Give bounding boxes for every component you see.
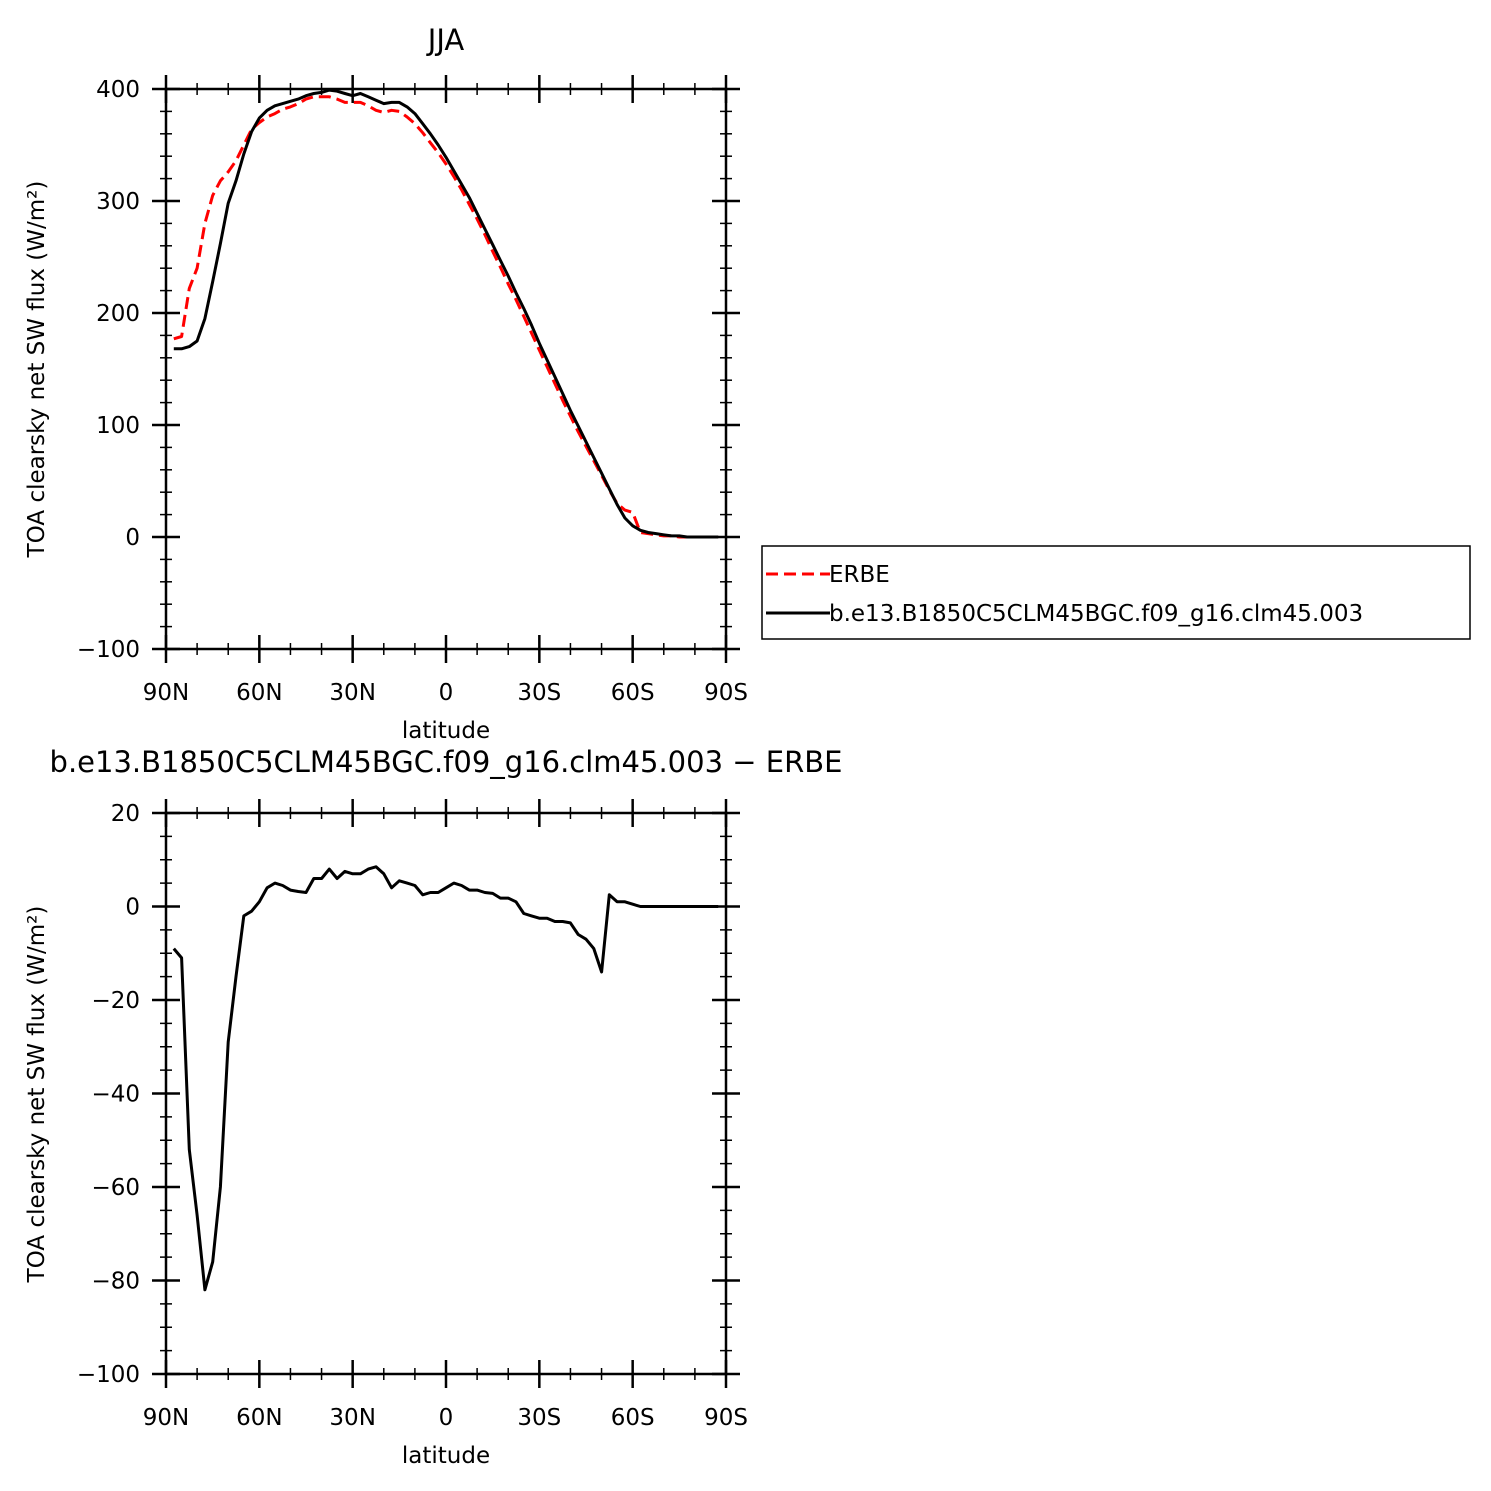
bottom-x-tick-label: 90S	[704, 1405, 748, 1431]
bottom-plot-frame	[164, 811, 728, 1376]
bottom-y-tick-label: −60	[91, 1175, 140, 1201]
bottom-x-tick-label: 30N	[329, 1405, 375, 1431]
bottom-y-tick-label: 0	[125, 895, 140, 921]
top-y-tick-label: −100	[77, 637, 140, 663]
top-axes: −100 0 100 200 300 400 90N 60N 30N 0 30S 60S 90S	[77, 75, 748, 706]
bottom-y-tick-label: −40	[91, 1082, 140, 1108]
bottom-x-tick-label: 90N	[143, 1405, 189, 1431]
top-x-tick-label: 30N	[329, 680, 375, 706]
legend-label-erbe: ERBE	[829, 562, 890, 588]
bottom-panel: b.e13.B1850C5CLM45BGC.f09_g16.clm45.003 …	[24, 745, 842, 1469]
bottom-x-axis-label: latitude	[402, 1443, 490, 1469]
top-series-line-2	[173, 88, 719, 539]
top-y-tick-label: 0	[125, 525, 140, 551]
top-x-tick-label: 30S	[517, 680, 561, 706]
top-x-tick-label: 0	[439, 680, 454, 706]
top-x-tick-label: 90S	[704, 680, 748, 706]
bottom-x-tick-label: 30S	[517, 1405, 561, 1431]
bottom-x-tick-label: 60S	[611, 1405, 655, 1431]
bottom-y-tick-label: −20	[91, 988, 140, 1014]
top-x-tick-label: 90N	[143, 680, 189, 706]
legend: ERBE b.e13.B1850C5CLM45BGC.f09_g16.clm45…	[761, 545, 1471, 640]
top-x-axis-label: latitude	[402, 718, 490, 744]
bottom-series-lines	[172, 865, 719, 1292]
top-y-tick-label: 200	[96, 301, 140, 327]
legend-label-model: b.e13.B1850C5CLM45BGC.f09_g16.clm45.003	[829, 601, 1363, 627]
top-plot-frame	[164, 87, 728, 651]
top-panel: JJA −100 0 100 200 300 400 90N 60N 30N 0 30S 60S 90S…	[24, 23, 748, 744]
bottom-chart-title: b.e13.B1850C5CLM45BGC.f09_g16.clm45.003 …	[50, 745, 843, 779]
bottom-y-tick-label: −100	[77, 1362, 140, 1388]
top-y-tick-label: 300	[96, 189, 140, 215]
top-x-tick-label: 60N	[236, 680, 282, 706]
bottom-y-axis-label: TOA clearsky net SW flux (W/m²)	[24, 906, 50, 1284]
top-y-tick-label: 400	[96, 77, 140, 103]
bottom-axes: −100 −80 −60 −40 −20 0 20 90N 60N 30N 0 30S 60S 90S	[77, 799, 748, 1431]
top-chart-title: JJA	[426, 23, 465, 57]
bottom-y-tick-label: 20	[111, 801, 140, 827]
bottom-series-line-1	[172, 865, 719, 1292]
bottom-x-tick-label: 0	[439, 1405, 454, 1431]
bottom-y-tick-label: −80	[91, 1269, 140, 1295]
top-x-tick-label: 60S	[611, 680, 655, 706]
legend-box	[761, 545, 1471, 640]
top-series-line-1	[173, 95, 719, 539]
top-y-tick-label: 100	[96, 413, 140, 439]
top-y-axis-label: TOA clearsky net SW flux (W/m²)	[24, 181, 50, 559]
top-series-lines	[173, 88, 719, 539]
bottom-x-tick-label: 60N	[236, 1405, 282, 1431]
